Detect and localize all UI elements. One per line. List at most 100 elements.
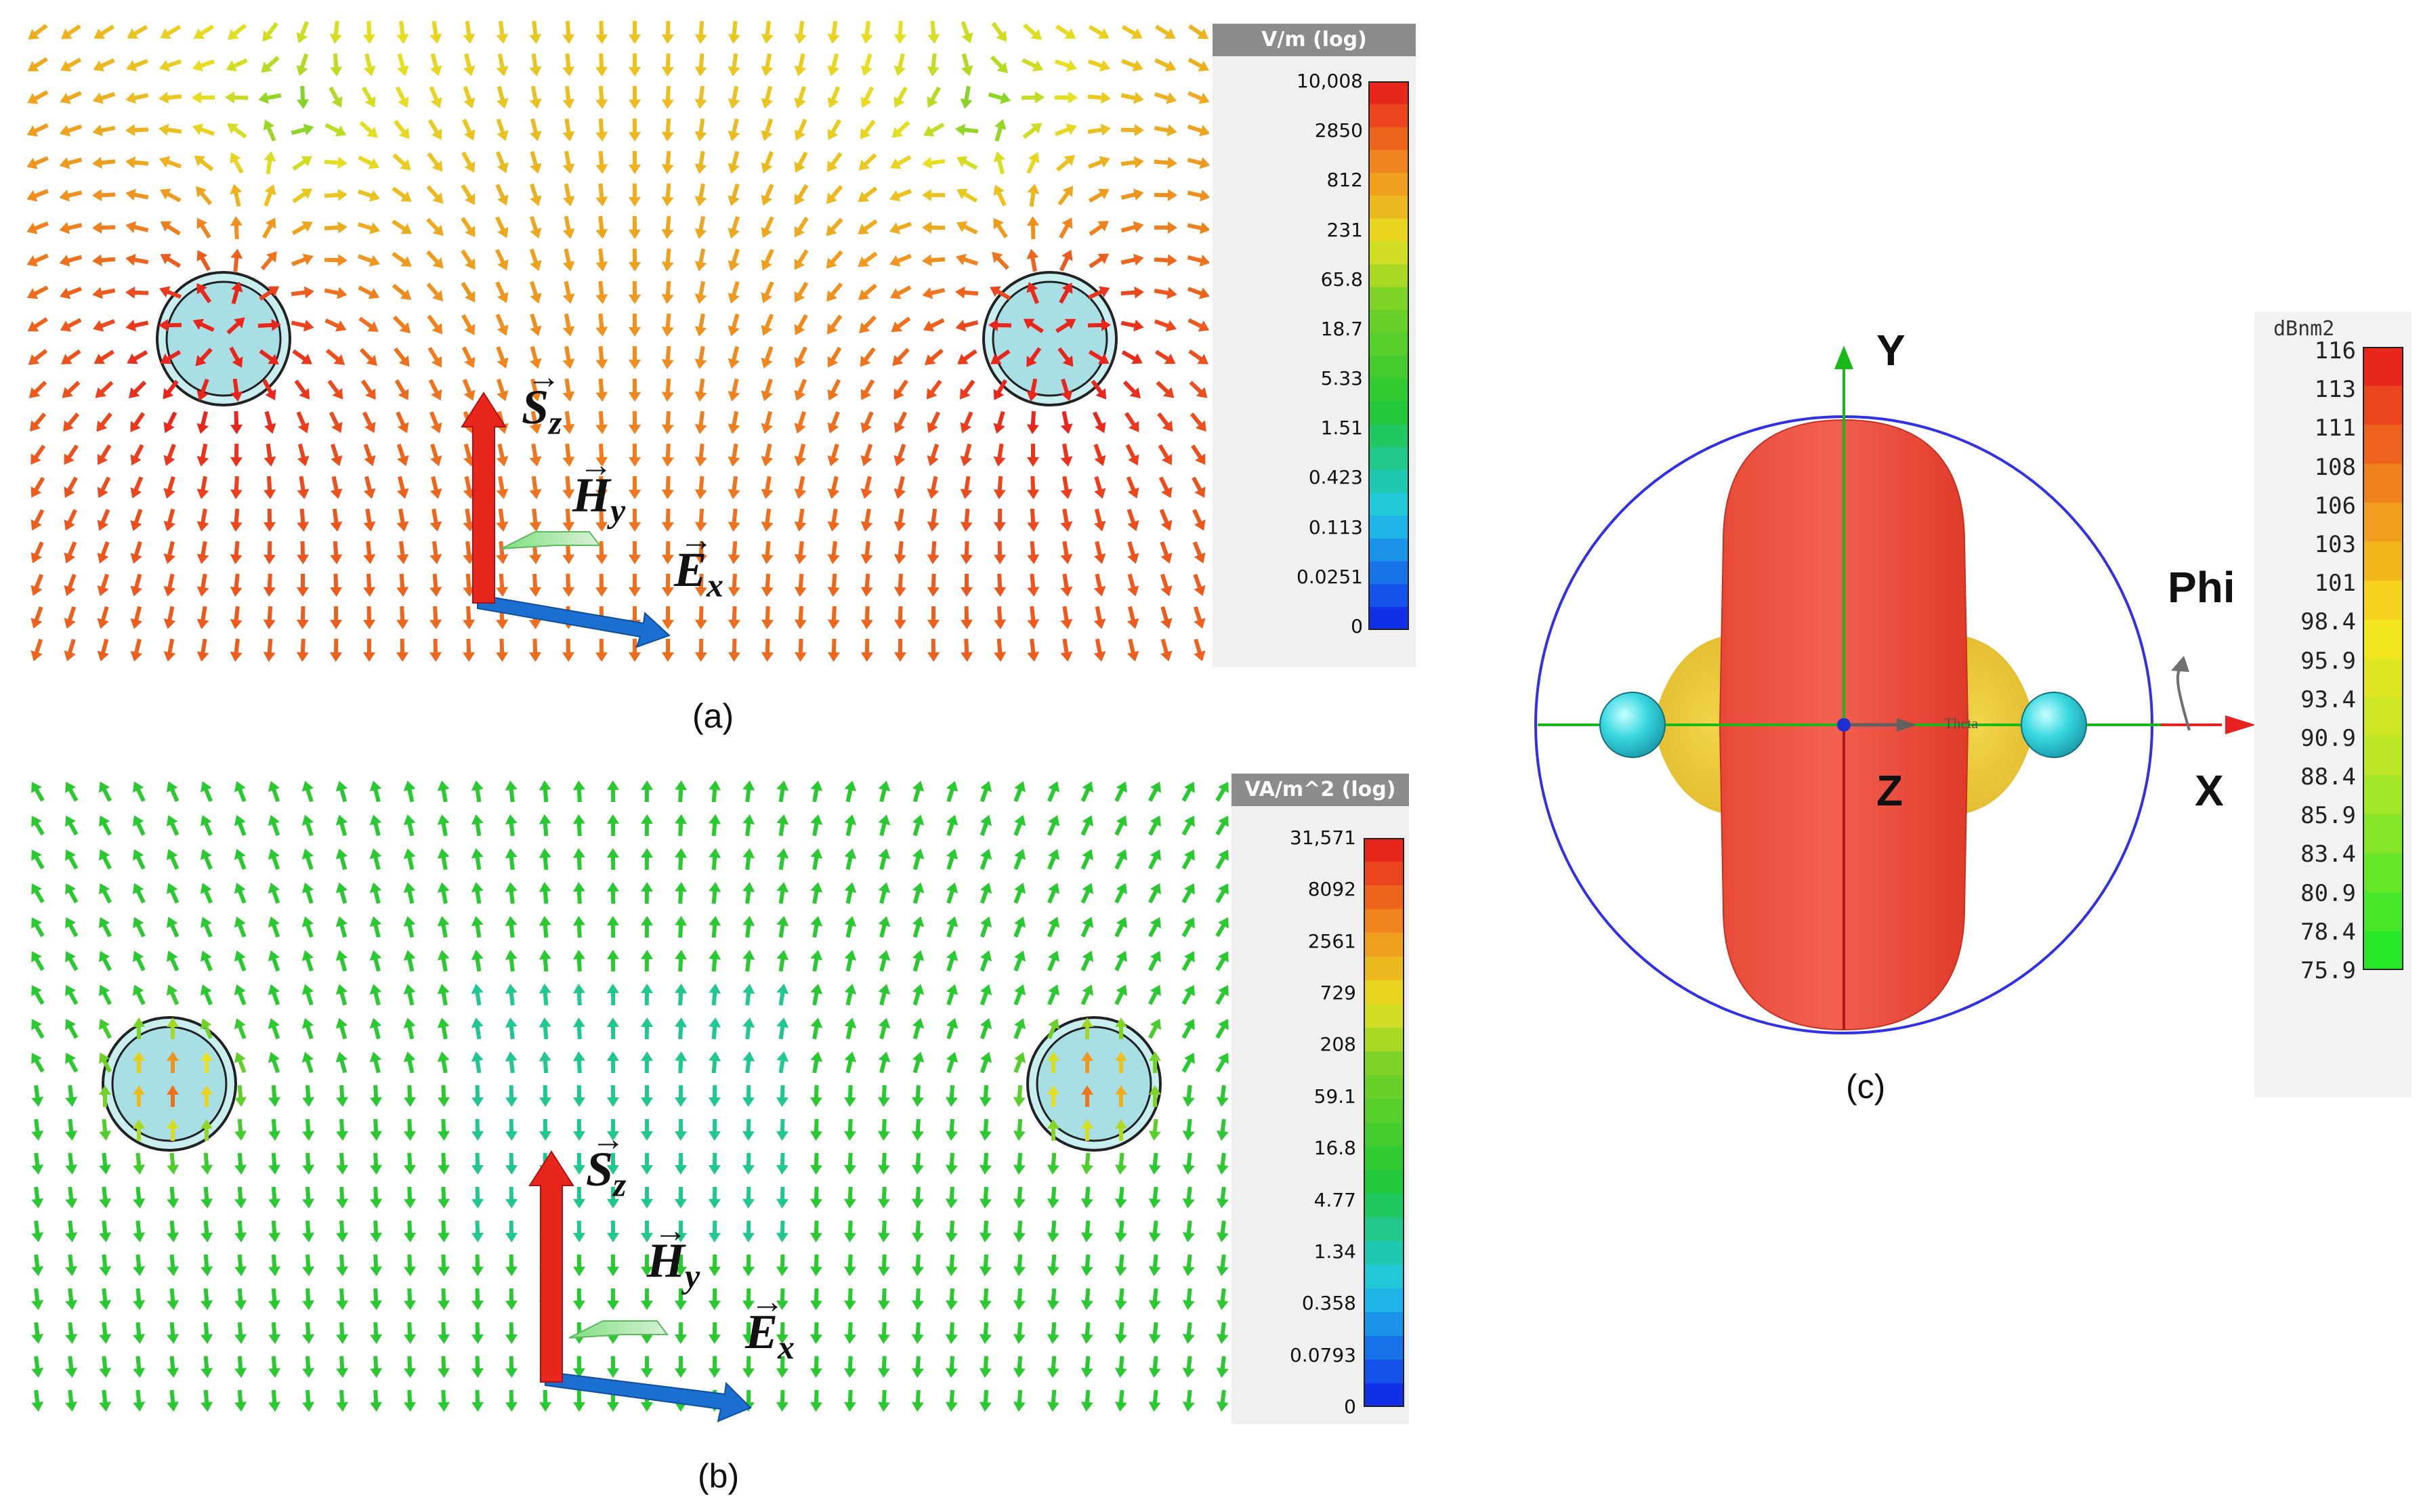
field-arrow <box>661 443 674 467</box>
field-arrow <box>776 1017 789 1040</box>
field-arrow <box>827 346 842 368</box>
field-arrow <box>403 882 416 904</box>
field-arrow <box>960 476 973 499</box>
field-arrow <box>1127 573 1139 597</box>
field-arrow <box>946 916 959 938</box>
field-arrow <box>427 346 442 368</box>
field-arrow <box>27 317 48 332</box>
field-arrow <box>1047 984 1060 1005</box>
field-arrow <box>827 573 840 597</box>
field-arrow <box>1154 222 1177 234</box>
field-arrow <box>980 814 992 837</box>
panel-a: → Sz → Hy → Ex V/m (log) 10,008 2850 812 231 65… <box>0 0 1423 745</box>
field-arrow <box>1215 782 1229 802</box>
field-arrow <box>539 950 551 972</box>
field-arrow <box>1148 1186 1161 1209</box>
field-arrow <box>30 476 45 498</box>
field-arrow <box>1182 1254 1195 1276</box>
field-arrow <box>1047 1288 1059 1310</box>
field-arrow <box>296 638 309 662</box>
field-arrow <box>396 606 409 629</box>
field-arrow <box>296 573 309 597</box>
field-arrow <box>761 541 774 564</box>
field-arrow <box>65 1186 78 1209</box>
field-arrow <box>1182 1389 1195 1412</box>
field-arrow <box>1013 849 1026 870</box>
field-arrow <box>133 1322 146 1344</box>
field-arrow <box>911 1389 924 1412</box>
field-arrow <box>1190 412 1206 432</box>
field-arrow <box>268 780 280 803</box>
field-arrow <box>1115 1085 1127 1107</box>
field-arrow <box>496 118 509 142</box>
field-arrow <box>370 1152 383 1175</box>
field-arrow <box>369 984 382 1006</box>
field-arrow <box>1148 1288 1161 1310</box>
legend-tick-label: 812 <box>1326 169 1363 192</box>
field-arrow <box>462 119 476 141</box>
field-arrow <box>1088 286 1110 299</box>
field-arrow <box>505 780 518 803</box>
field-arrow <box>65 950 79 971</box>
field-arrow <box>403 1017 416 1040</box>
colorbar-segment <box>1368 469 1409 494</box>
field-arrow <box>694 183 707 207</box>
colorbar-segment <box>1368 424 1409 448</box>
field-arrow <box>1114 950 1127 971</box>
field-arrow <box>65 1220 78 1242</box>
field-arrow <box>708 1254 721 1276</box>
field-arrow <box>826 282 843 302</box>
field-arrow <box>595 215 608 239</box>
field-arrow <box>728 183 740 207</box>
field-arrow <box>860 443 873 467</box>
field-arrow <box>629 215 641 239</box>
field-arrow <box>925 348 944 366</box>
field-arrow <box>437 950 450 972</box>
phi-arc <box>2176 666 2191 731</box>
field-arrow <box>495 249 509 271</box>
y-axis-arrowhead <box>1834 345 1853 369</box>
field-arrow <box>1216 1220 1229 1242</box>
field-arrow <box>595 378 608 402</box>
field-arrow <box>327 379 343 400</box>
field-arrow <box>709 848 721 870</box>
field-arrow <box>196 411 209 434</box>
field-arrow <box>1216 1186 1229 1209</box>
field-arrow <box>99 781 112 802</box>
field-arrow <box>809 1220 822 1242</box>
field-arrow <box>573 1186 586 1209</box>
field-arrow <box>268 1288 281 1310</box>
field-arrow <box>496 508 509 532</box>
field-arrow <box>369 848 382 870</box>
field-arrow <box>200 883 213 904</box>
field-arrow <box>65 1389 78 1412</box>
field-arrow <box>843 1254 856 1276</box>
field-arrow <box>728 573 740 597</box>
field-arrow <box>397 53 409 77</box>
field-arrow <box>694 443 707 467</box>
legend-c: dBnm2 116 113 111 108 106 103 101 98.4 95.9 93.4 9… <box>2254 312 2412 1097</box>
field-arrow <box>268 1085 281 1107</box>
field-arrow <box>827 638 840 662</box>
field-arrow <box>268 814 280 837</box>
field-arrow <box>99 984 112 1005</box>
field-arrow <box>31 782 45 802</box>
field-arrow <box>1114 815 1127 836</box>
field-arrow <box>761 345 774 369</box>
s-vector-shape <box>461 392 507 604</box>
field-arrow <box>994 573 1007 597</box>
field-arrow <box>230 476 243 499</box>
field-arrow <box>471 1051 484 1074</box>
field-arrow <box>471 1220 484 1242</box>
field-arrow <box>979 1152 992 1175</box>
field-arrow <box>794 85 807 109</box>
field-arrow <box>794 573 807 597</box>
field-arrow <box>922 188 946 201</box>
field-arrow <box>59 189 83 202</box>
field-arrow <box>230 443 243 467</box>
field-arrow <box>1188 349 1208 364</box>
field-arrow <box>761 216 774 238</box>
legend-title-c: dBnm2 <box>2273 317 2335 341</box>
field-arrow <box>301 984 314 1006</box>
field-arrow <box>363 638 376 662</box>
